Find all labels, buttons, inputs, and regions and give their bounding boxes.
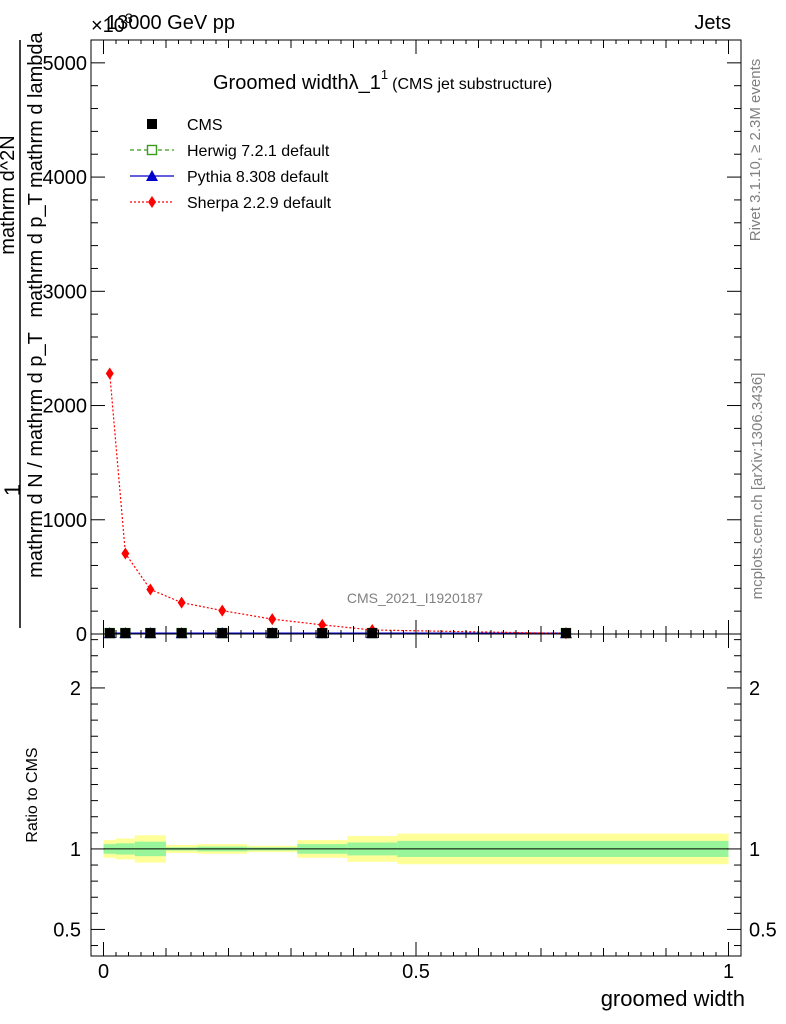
x-axis-label: groomed width	[601, 986, 745, 1011]
legend-marker	[147, 119, 157, 129]
ratio-y-tick-label: 0.5	[53, 919, 81, 941]
exponent-label: ×103	[91, 10, 133, 37]
ratio-frame	[90, 633, 742, 957]
main-panel: 0 1000 2000 3000 4000 5000	[43, 39, 742, 646]
data-point	[145, 628, 156, 639]
legend-label: CMS	[187, 117, 223, 134]
main-y-ticks: 0 1000 2000 3000 4000 5000	[43, 39, 741, 646]
data-point	[367, 628, 378, 639]
y-tick-label: 3000	[43, 281, 88, 303]
y-axis-label: 1 mathrm d^2N mathrm d p_T mathrm d lamb…	[0, 31, 47, 628]
legend: CMS Herwig 7.2.1 default Pythia 8.308 defa…	[130, 117, 332, 212]
data-point	[121, 547, 130, 560]
main-x-ticks	[90, 40, 742, 634]
ratio-y-tick-label-right: 0.5	[749, 919, 777, 941]
y-label-dpt-dlambda: mathrm d p_T mathrm d lambda	[25, 31, 47, 317]
analysis-watermark: CMS_2021_I1920187	[347, 590, 483, 606]
plot-title: Groomed widthλ_11 (CMS jet substructure)	[213, 67, 552, 94]
x-tick-label: 0.5	[402, 961, 430, 983]
data-point	[318, 618, 327, 631]
ratio-y-tick-label: 2	[70, 678, 81, 700]
ratio-y-tick-label: 1	[70, 839, 81, 861]
y-label-one: 1	[0, 484, 25, 496]
legend-label: Pythia 8.308 default	[187, 169, 329, 186]
y-tick-label: 1000	[43, 510, 88, 532]
title-text: Groomed width	[213, 72, 349, 94]
series-line	[109, 373, 567, 635]
legend-marker	[148, 196, 156, 208]
legend-marker	[146, 144, 158, 156]
legend-label: Sherpa 2.2.9 default	[187, 195, 332, 212]
energy-label: 13000 GeV pp	[106, 12, 235, 34]
ratio-y-tick-label-right: 2	[749, 678, 760, 700]
data-point	[105, 367, 114, 380]
title-sup: 1	[381, 67, 388, 82]
data-point	[120, 628, 131, 639]
y-label-dn-dpt: mathrm d N / mathrm d p_T	[25, 332, 47, 578]
data-point	[217, 628, 228, 639]
ratio-panel: 0.5 0.51 12 2 0 0.5 1	[53, 633, 777, 983]
ratio-y-label: Ratio to CMS	[24, 747, 41, 842]
y-tick-label: 4000	[43, 167, 88, 189]
x-tick-label: 1	[723, 961, 734, 983]
legend-marker	[146, 170, 158, 181]
data-point	[218, 604, 227, 617]
title-symbol: λ_1	[349, 72, 381, 94]
y-label-d2n: mathrm d^2N	[0, 135, 19, 254]
ratio-x-ticks: 0 0.5 1	[90, 634, 742, 983]
data-point	[146, 583, 155, 596]
category-label: Jets	[694, 12, 731, 34]
data-point	[317, 628, 328, 639]
y-tick-label: 5000	[43, 53, 88, 75]
rivet-label: Rivet 3.1.10, ≥ 2.3M events	[747, 59, 764, 242]
data-point	[176, 628, 187, 639]
y-tick-label: 0	[76, 624, 87, 646]
data-point	[177, 596, 186, 609]
x-tick-label: 0	[98, 961, 109, 983]
y-tick-label: 2000	[43, 396, 88, 418]
data-point	[104, 628, 115, 639]
mcplots-label: mcplots.cern.ch [arXiv:1306.3436]	[749, 373, 766, 600]
ratio-y-ticks: 0.5 0.5 1 1 2 2	[53, 639, 777, 947]
title-subtitle: (CMS jet substructure)	[392, 76, 552, 93]
ratio-y-tick-label-right: 1	[749, 839, 760, 861]
main-data-layer	[103, 367, 572, 640]
legend-label: Herwig 7.2.1 default	[187, 143, 330, 160]
data-point	[268, 613, 277, 626]
data-point	[267, 628, 278, 639]
